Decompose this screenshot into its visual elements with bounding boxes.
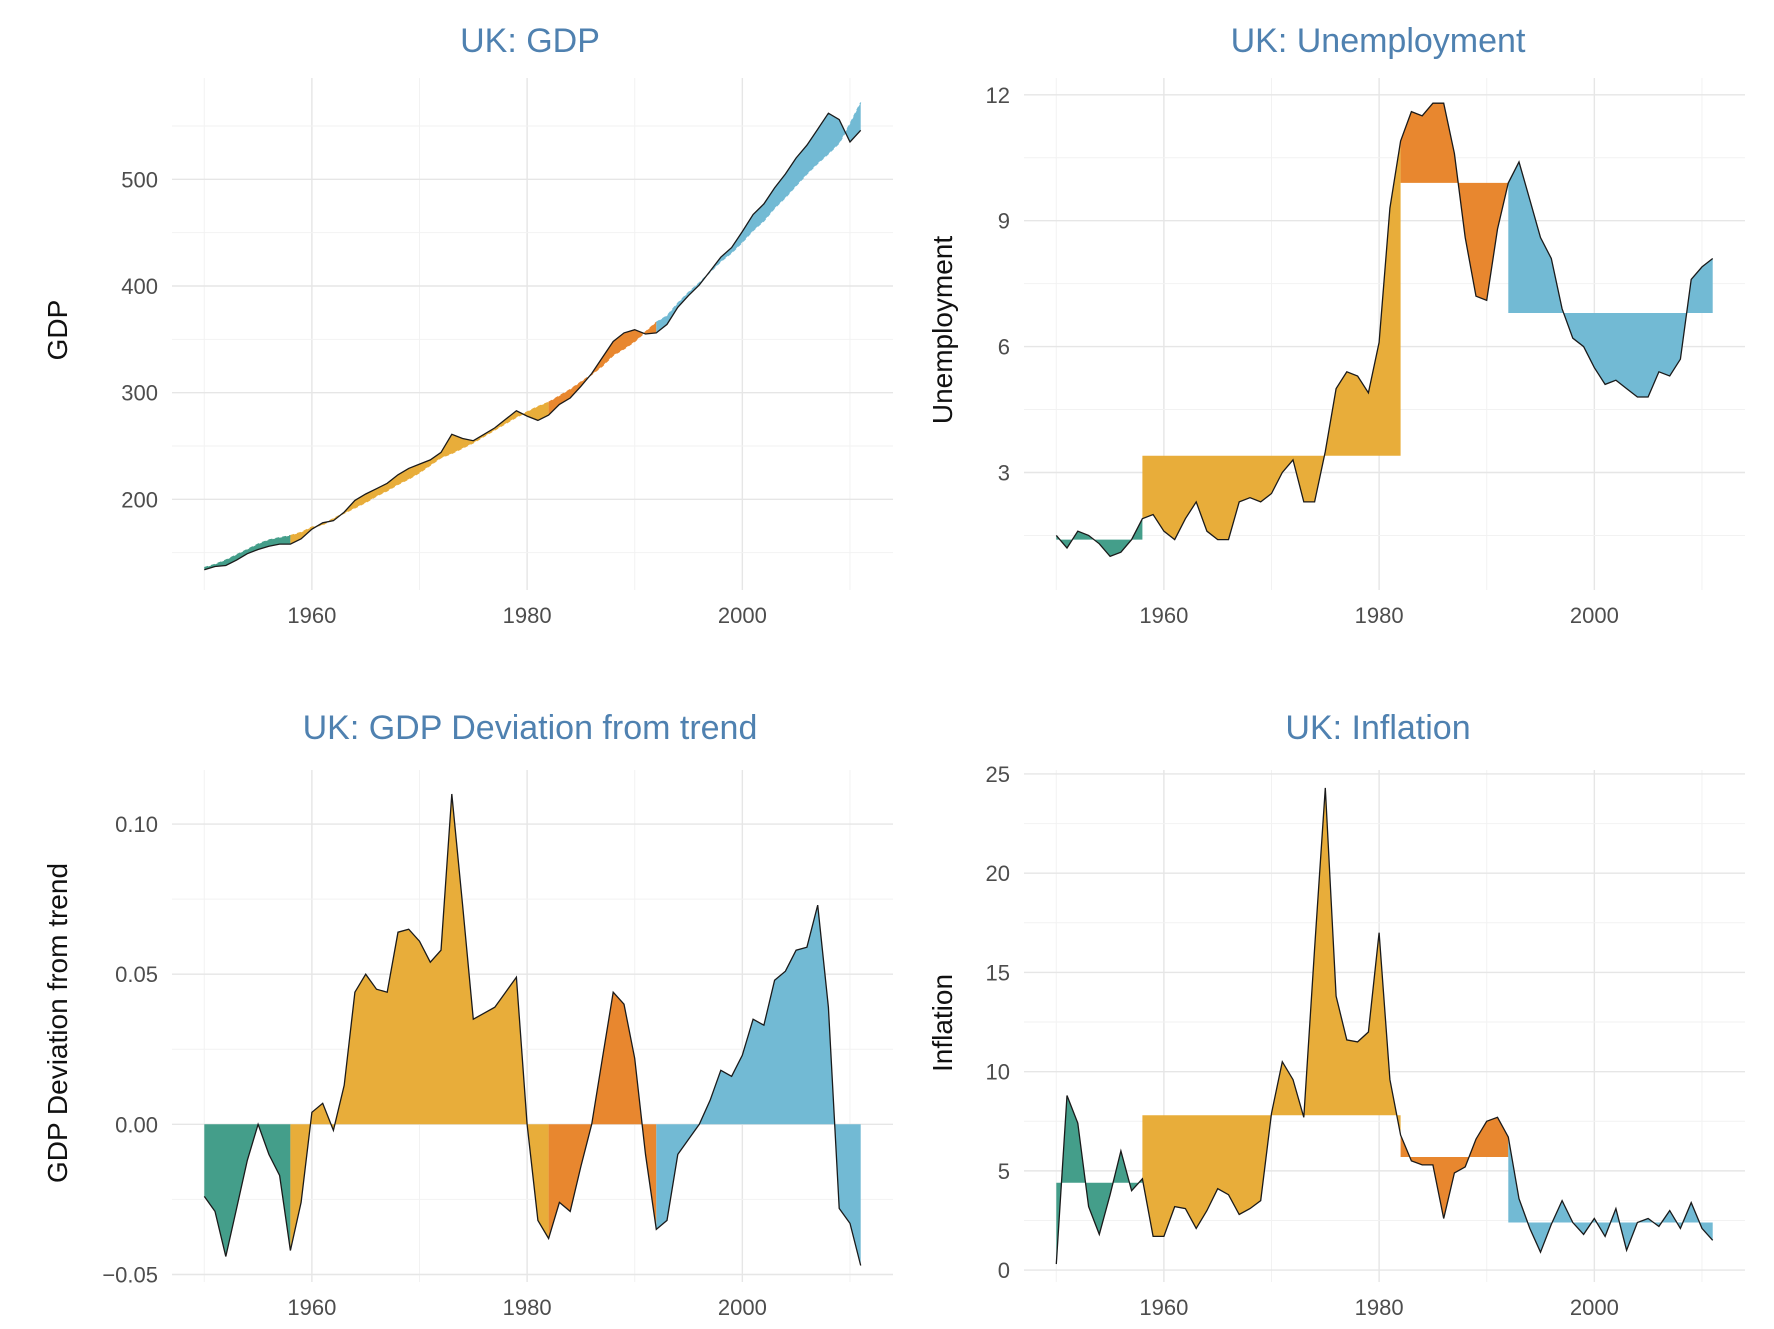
y-tick-labels: 3 6 9 12 bbox=[986, 83, 1010, 486]
y-tick-label: 0.10 bbox=[115, 812, 158, 837]
y-tick-label: 0.05 bbox=[115, 962, 158, 987]
period-fill-4 bbox=[656, 102, 861, 333]
x-tick-label: 1980 bbox=[503, 1295, 552, 1320]
y-tick-labels: −0.05 0.00 0.05 0.10 bbox=[102, 812, 158, 1287]
series-line bbox=[203, 793, 862, 1266]
x-tick-label: 1980 bbox=[503, 603, 552, 628]
x-tick-label: 1960 bbox=[1139, 603, 1188, 628]
x-tick-labels: 1960 1980 2000 bbox=[287, 1295, 766, 1320]
panel-title: UK: Unemployment bbox=[1231, 22, 1526, 60]
x-tick-labels: 1960 1980 2000 bbox=[287, 603, 766, 628]
y-tick-label: 10 bbox=[986, 1060, 1010, 1085]
period-fill-2 bbox=[290, 794, 549, 1251]
x-tick-label: 1960 bbox=[287, 1295, 336, 1320]
series-line bbox=[1055, 787, 1714, 1265]
series-line bbox=[1055, 102, 1714, 558]
period-fill-1 bbox=[204, 535, 291, 570]
y-tick-labels: 200 300 400 500 bbox=[121, 167, 158, 512]
panel-gdp: UK: GDP GDP 200 300 400 500 1960 1980 2000 bbox=[42, 22, 893, 628]
y-tick-label: 15 bbox=[986, 960, 1010, 985]
panel-gdp-deviation: UK: GDP Deviation from trend GDP Deviati… bbox=[42, 709, 893, 1320]
period-fill-4 bbox=[1508, 1137, 1713, 1253]
y-tick-label: −0.05 bbox=[102, 1262, 158, 1287]
trend-line bbox=[204, 535, 291, 569]
period-fill-1 bbox=[1056, 1095, 1143, 1265]
y-tick-label: 20 bbox=[986, 861, 1010, 886]
series-lines bbox=[1055, 102, 1714, 558]
x-tick-label: 2000 bbox=[1570, 603, 1619, 628]
area-fills bbox=[204, 794, 861, 1266]
series-lines bbox=[1055, 787, 1714, 1265]
period-fill-3 bbox=[1400, 1117, 1509, 1219]
y-axis-label: GDP bbox=[42, 300, 73, 361]
x-tick-label: 1960 bbox=[287, 603, 336, 628]
y-tick-label: 6 bbox=[998, 335, 1010, 360]
y-tick-label: 500 bbox=[121, 167, 158, 192]
period-fill-1 bbox=[1056, 518, 1143, 557]
y-axis-label: Unemployment bbox=[927, 236, 958, 425]
x-tick-label: 1960 bbox=[1139, 1295, 1188, 1320]
gridlines bbox=[172, 770, 893, 1282]
y-tick-label: 9 bbox=[998, 209, 1010, 234]
area-fills bbox=[1056, 103, 1713, 557]
period-fill-3 bbox=[1400, 103, 1509, 301]
x-tick-labels: 1960 1980 2000 bbox=[1139, 1295, 1618, 1320]
x-tick-labels: 1960 1980 2000 bbox=[1139, 603, 1618, 628]
x-tick-label: 2000 bbox=[718, 1295, 767, 1320]
panel-title: UK: Inflation bbox=[1285, 709, 1470, 747]
gridlines bbox=[1024, 78, 1745, 590]
series-lines bbox=[204, 102, 862, 571]
period-fill-2 bbox=[1142, 141, 1401, 540]
trend-line bbox=[655, 102, 862, 323]
period-fill-3 bbox=[548, 992, 657, 1239]
y-tick-label: 0 bbox=[998, 1258, 1010, 1283]
panel-title: UK: GDP bbox=[460, 22, 600, 60]
y-tick-label: 300 bbox=[121, 381, 158, 406]
area-fills bbox=[1056, 787, 1713, 1265]
period-fill-2 bbox=[1142, 787, 1401, 1237]
y-tick-label: 12 bbox=[986, 83, 1010, 108]
y-tick-label: 400 bbox=[121, 274, 158, 299]
trend-line bbox=[548, 321, 657, 403]
y-axis-label: Inflation bbox=[927, 974, 958, 1072]
x-tick-label: 1980 bbox=[1355, 603, 1404, 628]
y-tick-label: 3 bbox=[998, 460, 1010, 485]
x-tick-label: 2000 bbox=[718, 603, 767, 628]
y-axis-label: GDP Deviation from trend bbox=[42, 863, 73, 1183]
period-fill-4 bbox=[656, 905, 861, 1266]
gridlines bbox=[172, 78, 893, 590]
series-line bbox=[204, 112, 862, 571]
y-tick-label: 200 bbox=[121, 487, 158, 512]
panel-unemployment: UK: Unemployment Unemployment 3 6 9 12 1960… bbox=[927, 22, 1745, 628]
series-lines bbox=[203, 793, 862, 1266]
y-tick-label: 0.00 bbox=[115, 1112, 158, 1137]
period-fill-4 bbox=[1508, 161, 1713, 397]
y-tick-label: 5 bbox=[998, 1159, 1010, 1184]
y-tick-labels: 0 5 10 15 20 25 bbox=[986, 762, 1010, 1283]
panel-title: UK: GDP Deviation from trend bbox=[303, 709, 758, 747]
period-fill-1 bbox=[204, 1124, 291, 1257]
x-tick-label: 2000 bbox=[1570, 1295, 1619, 1320]
y-tick-label: 25 bbox=[986, 762, 1010, 787]
x-tick-label: 1980 bbox=[1355, 1295, 1404, 1320]
